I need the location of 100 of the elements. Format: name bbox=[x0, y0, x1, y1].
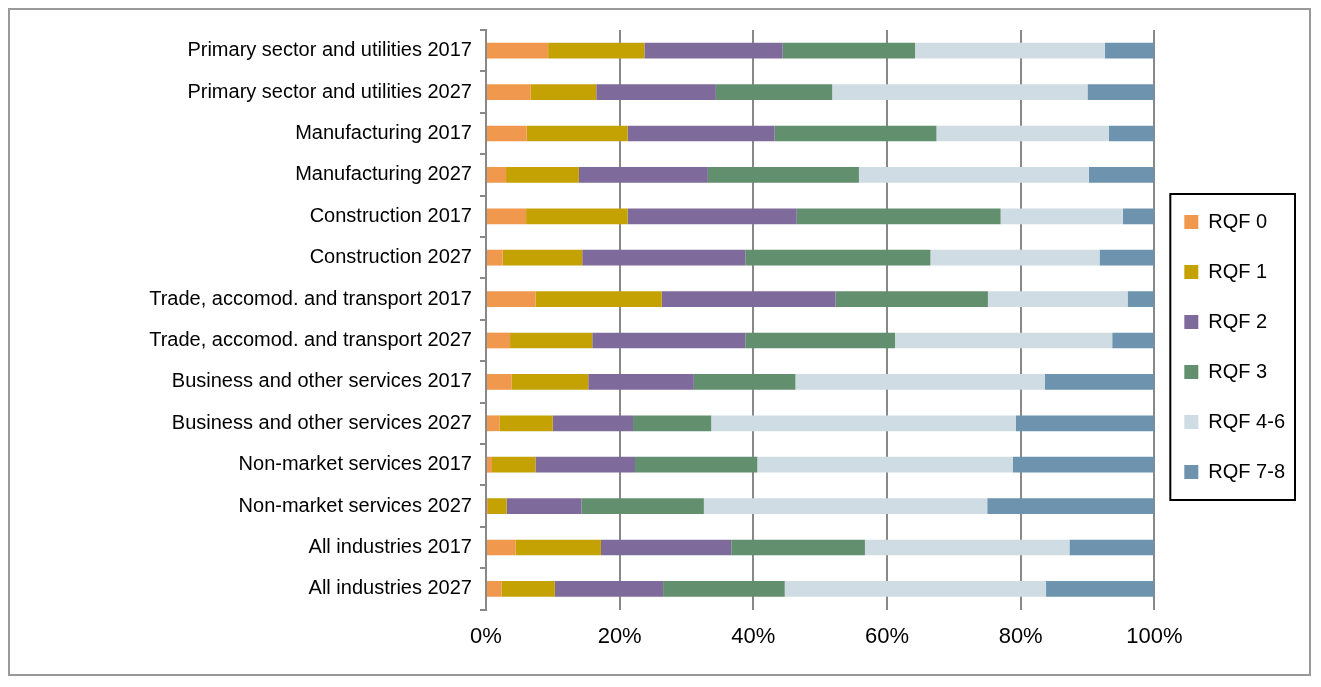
bar bbox=[987, 291, 1128, 307]
x-tick-label: 60% bbox=[864, 622, 910, 648]
bar bbox=[487, 125, 527, 142]
y-tick-label: Construction 2017 bbox=[309, 203, 472, 226]
bar bbox=[530, 84, 597, 100]
legend-label: RQF 7-8 bbox=[1208, 459, 1286, 482]
y-tick-label: All industries 2017 bbox=[308, 535, 472, 558]
bar bbox=[745, 332, 896, 349]
bar bbox=[535, 456, 636, 473]
y-tick-label: Business and other services 2027 bbox=[171, 410, 472, 433]
bar bbox=[627, 125, 775, 142]
bar bbox=[987, 498, 1155, 514]
y-tick-label: Business and other services 2017 bbox=[171, 369, 472, 392]
bar bbox=[715, 84, 833, 100]
bar bbox=[487, 415, 500, 432]
y-tick-label: Trade, accomod. and transport 2017 bbox=[149, 286, 472, 309]
bar bbox=[487, 167, 507, 183]
x-tick-label: 20% bbox=[597, 622, 642, 648]
bar bbox=[1069, 539, 1155, 556]
bar bbox=[795, 374, 1045, 390]
bar bbox=[526, 125, 628, 142]
bar bbox=[548, 42, 645, 59]
x-tick-label: 40% bbox=[731, 622, 776, 648]
bar bbox=[1088, 167, 1155, 183]
y-tick-label: Primary sector and utilities 2027 bbox=[187, 79, 472, 102]
bar bbox=[581, 498, 704, 514]
bar bbox=[596, 84, 716, 100]
bar bbox=[515, 539, 601, 556]
bar bbox=[832, 84, 1088, 100]
y-tick-label: Trade, accomod. and transport 2027 bbox=[149, 328, 472, 351]
bar bbox=[600, 539, 732, 556]
bar bbox=[1044, 374, 1155, 390]
bar bbox=[707, 167, 859, 183]
bar bbox=[506, 167, 579, 183]
x-tick-label: 80% bbox=[998, 622, 1043, 648]
bar bbox=[663, 581, 785, 597]
y-tick-label: Manufacturing 2027 bbox=[295, 162, 472, 185]
bar bbox=[644, 42, 783, 59]
bar bbox=[588, 374, 694, 390]
bar bbox=[592, 332, 746, 349]
bar bbox=[487, 291, 536, 307]
legend-label: RQF 0 bbox=[1208, 209, 1268, 232]
bar bbox=[526, 208, 628, 225]
bar bbox=[711, 415, 1016, 432]
bar bbox=[627, 208, 797, 225]
bar bbox=[502, 249, 583, 266]
bar bbox=[487, 208, 527, 225]
bar bbox=[487, 84, 531, 100]
legend-label: RQF 2 bbox=[1208, 309, 1268, 332]
bar bbox=[731, 539, 865, 556]
bar bbox=[1108, 125, 1155, 142]
bar bbox=[487, 249, 503, 266]
bar bbox=[745, 249, 931, 266]
bar bbox=[1112, 332, 1155, 349]
x-tick-label: 0% bbox=[470, 622, 502, 648]
bar bbox=[782, 42, 916, 59]
bar bbox=[510, 332, 593, 349]
y-tick-label: Construction 2027 bbox=[309, 245, 472, 268]
legend-label: RQF 1 bbox=[1208, 259, 1268, 282]
x-tick-label: 100% bbox=[1126, 622, 1183, 648]
bar bbox=[784, 581, 1047, 597]
bar bbox=[1087, 84, 1155, 100]
bar bbox=[858, 167, 1089, 183]
bar bbox=[796, 208, 1001, 225]
bar bbox=[552, 415, 634, 432]
bar bbox=[499, 415, 553, 432]
bar bbox=[1122, 208, 1155, 225]
bar bbox=[895, 332, 1113, 349]
bar bbox=[487, 42, 549, 59]
bar bbox=[757, 456, 1013, 473]
bar bbox=[835, 291, 988, 307]
bar bbox=[915, 42, 1105, 59]
y-tick-label: Non-market services 2027 bbox=[238, 493, 472, 516]
bar bbox=[1099, 249, 1155, 266]
bar bbox=[487, 374, 512, 390]
bar bbox=[582, 249, 746, 266]
y-tick-label: Manufacturing 2017 bbox=[295, 121, 472, 144]
y-tick-label: Non-market services 2017 bbox=[238, 452, 472, 475]
bar bbox=[1000, 208, 1123, 225]
bar bbox=[1104, 42, 1155, 59]
bar bbox=[487, 456, 493, 473]
bar bbox=[554, 581, 664, 597]
bar bbox=[661, 291, 836, 307]
bar bbox=[501, 581, 555, 597]
y-tick-label: All industries 2027 bbox=[308, 576, 472, 599]
bar bbox=[1046, 581, 1155, 597]
legend-label: RQF 4-6 bbox=[1208, 409, 1286, 432]
bar bbox=[487, 581, 502, 597]
legend-label: RQF 3 bbox=[1208, 359, 1268, 382]
bar bbox=[703, 498, 988, 514]
bar bbox=[936, 125, 1109, 142]
bar bbox=[633, 415, 712, 432]
bar bbox=[492, 456, 536, 473]
bar bbox=[578, 167, 708, 183]
bar bbox=[506, 498, 582, 514]
bar bbox=[535, 291, 662, 307]
bar bbox=[1015, 415, 1155, 432]
bar bbox=[1012, 456, 1155, 473]
bar bbox=[488, 498, 507, 514]
y-tick-label: Primary sector and utilities 2017 bbox=[187, 38, 472, 61]
